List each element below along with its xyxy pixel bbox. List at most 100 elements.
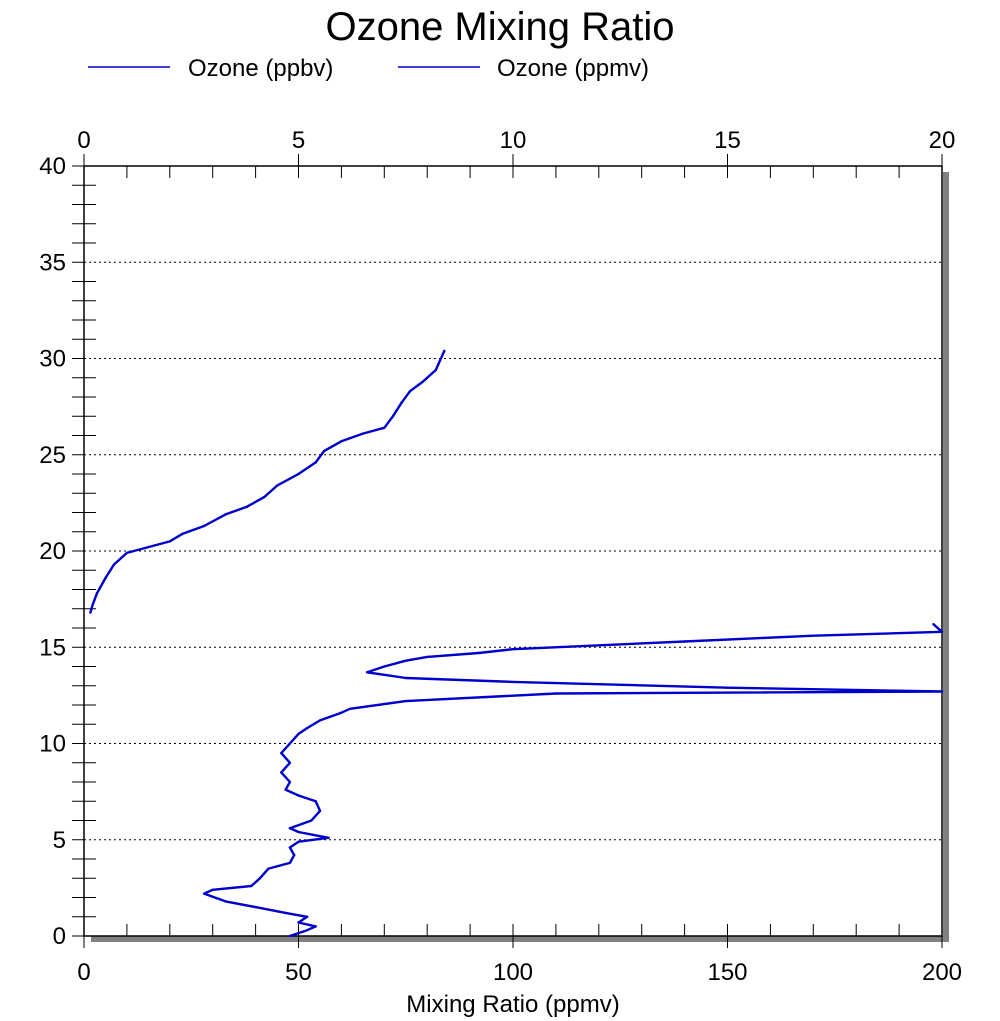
data-point-s0-38 xyxy=(726,686,729,689)
data-point-s0-34 xyxy=(348,707,352,710)
data-point-s1-8 xyxy=(181,532,184,535)
data-point-s0-48 xyxy=(812,634,815,637)
x-tick-label-0: 0 xyxy=(77,959,90,986)
data-point-s0-44 xyxy=(426,655,429,659)
data-point-s0-33 xyxy=(340,711,343,714)
y-tick-label-5: 25 xyxy=(39,442,66,469)
data-point-s0-37 xyxy=(940,690,944,693)
data-point-s1-16 xyxy=(323,449,326,453)
x-axis-title: Mixing Ratio (ppmv) xyxy=(406,991,619,1018)
x2-tick-label-2: 10 xyxy=(500,127,527,154)
data-point-s1-17 xyxy=(340,440,343,443)
x-tick-label-1: 50 xyxy=(285,959,312,986)
data-point-s0-23 xyxy=(297,794,300,797)
data-point-s0-14 xyxy=(293,853,296,857)
data-point-s1-1 xyxy=(91,603,94,607)
data-point-s0-7 xyxy=(224,900,227,903)
data-point-s1-4 xyxy=(112,563,116,566)
y-tick-label-6: 30 xyxy=(39,346,66,373)
data-point-s0-50 xyxy=(940,630,944,633)
data-point-s1-11 xyxy=(245,505,249,508)
data-point-s1-20 xyxy=(391,415,395,418)
data-point-s0-46 xyxy=(511,648,515,651)
data-point-s0-2 xyxy=(314,925,317,928)
data-point-s0-28 xyxy=(280,751,283,755)
data-point-s0-49 xyxy=(876,632,879,635)
data-point-s0-4 xyxy=(305,915,309,918)
y-tick-label-7: 35 xyxy=(39,249,66,276)
data-point-s0-0 xyxy=(288,934,292,938)
data-point-s0-9 xyxy=(211,888,214,891)
data-point-s1-22 xyxy=(408,390,412,393)
data-point-s1-9 xyxy=(202,524,206,528)
legend-label-ppmv: Ozone (ppmv) xyxy=(497,55,649,82)
data-point-s0-26 xyxy=(280,771,283,774)
gridlines xyxy=(84,261,942,841)
y-tick-label-8: 40 xyxy=(39,153,66,180)
data-point-s0-25 xyxy=(288,780,292,784)
data-point-s1-24 xyxy=(434,368,437,372)
data-point-s1-2 xyxy=(95,592,99,595)
data-point-s0-24 xyxy=(284,788,287,791)
data-point-s1-6 xyxy=(147,545,150,549)
y-tick-label-1: 5 xyxy=(53,827,66,854)
data-point-s1-12 xyxy=(263,495,266,499)
data-point-s0-35 xyxy=(404,699,407,703)
x2-tick-label-1: 5 xyxy=(292,127,305,154)
data-point-s0-41 xyxy=(365,671,369,674)
data-point-s0-1 xyxy=(305,929,309,932)
data-point-s0-21 xyxy=(318,809,322,813)
data-point-s0-31 xyxy=(305,726,309,730)
data-point-s1-18 xyxy=(361,432,365,435)
data-point-s1-15 xyxy=(314,461,317,464)
data-point-s0-40 xyxy=(404,676,407,680)
data-point-s1-21 xyxy=(400,401,403,404)
data-point-s0-32 xyxy=(318,719,322,722)
plot-shadow-bottom xyxy=(91,936,949,942)
data-point-s0-17 xyxy=(327,836,330,839)
data-point-s1-10 xyxy=(224,513,227,516)
y-tick-label-4: 20 xyxy=(39,538,66,565)
data-point-s0-11 xyxy=(258,877,262,880)
data-point-s0-42 xyxy=(383,665,386,668)
y-tick-label-3: 15 xyxy=(39,634,66,661)
data-point-s0-5 xyxy=(284,911,287,915)
data-point-s0-15 xyxy=(288,846,292,849)
chart-title: Ozone Mixing Ratio xyxy=(325,5,674,49)
data-point-s0-19 xyxy=(288,827,292,830)
x-tick-label-3: 150 xyxy=(707,959,747,986)
data-point-s1-0 xyxy=(89,611,92,614)
x2-tick-label-4: 20 xyxy=(929,127,956,154)
data-point-s0-43 xyxy=(404,659,407,662)
data-point-s0-22 xyxy=(314,800,317,803)
data-point-s1-3 xyxy=(104,576,107,580)
data-point-s0-10 xyxy=(250,884,253,888)
data-point-s0-29 xyxy=(288,742,292,745)
data-point-s0-8 xyxy=(202,892,206,895)
axis-ticks: 0 5 10 15 20 25 30 35 40 0 50 100 150 200 0 5 10 15 20 xyxy=(39,127,962,986)
data-point-s0-13 xyxy=(288,861,292,865)
data-point-s0-27 xyxy=(288,761,292,764)
data-point-s1-13 xyxy=(275,484,279,487)
series-group xyxy=(89,349,944,938)
x-tick-label-2: 100 xyxy=(493,959,533,986)
data-point-s0-6 xyxy=(254,905,257,909)
data-point-s1-26 xyxy=(443,349,446,352)
plot-area xyxy=(83,165,943,937)
data-point-s0-36 xyxy=(554,692,558,695)
data-point-s1-5 xyxy=(125,551,129,555)
data-point-s0-3 xyxy=(297,921,300,924)
data-point-s1-25 xyxy=(438,359,442,362)
data-point-s1-19 xyxy=(383,426,386,429)
y-tick-label-0: 0 xyxy=(53,923,66,950)
data-point-s0-20 xyxy=(310,819,313,822)
data-point-s0-18 xyxy=(297,830,300,834)
data-point-s0-16 xyxy=(297,840,300,843)
legend: Ozone (ppbv) Ozone (ppmv) xyxy=(88,55,649,82)
data-point-s1-23 xyxy=(421,380,425,383)
data-point-s0-12 xyxy=(267,867,270,870)
data-point-s0-51 xyxy=(932,623,935,626)
data-point-s1-14 xyxy=(297,472,300,476)
x2-tick-label-3: 15 xyxy=(714,127,741,154)
series-line-0 xyxy=(202,623,944,938)
